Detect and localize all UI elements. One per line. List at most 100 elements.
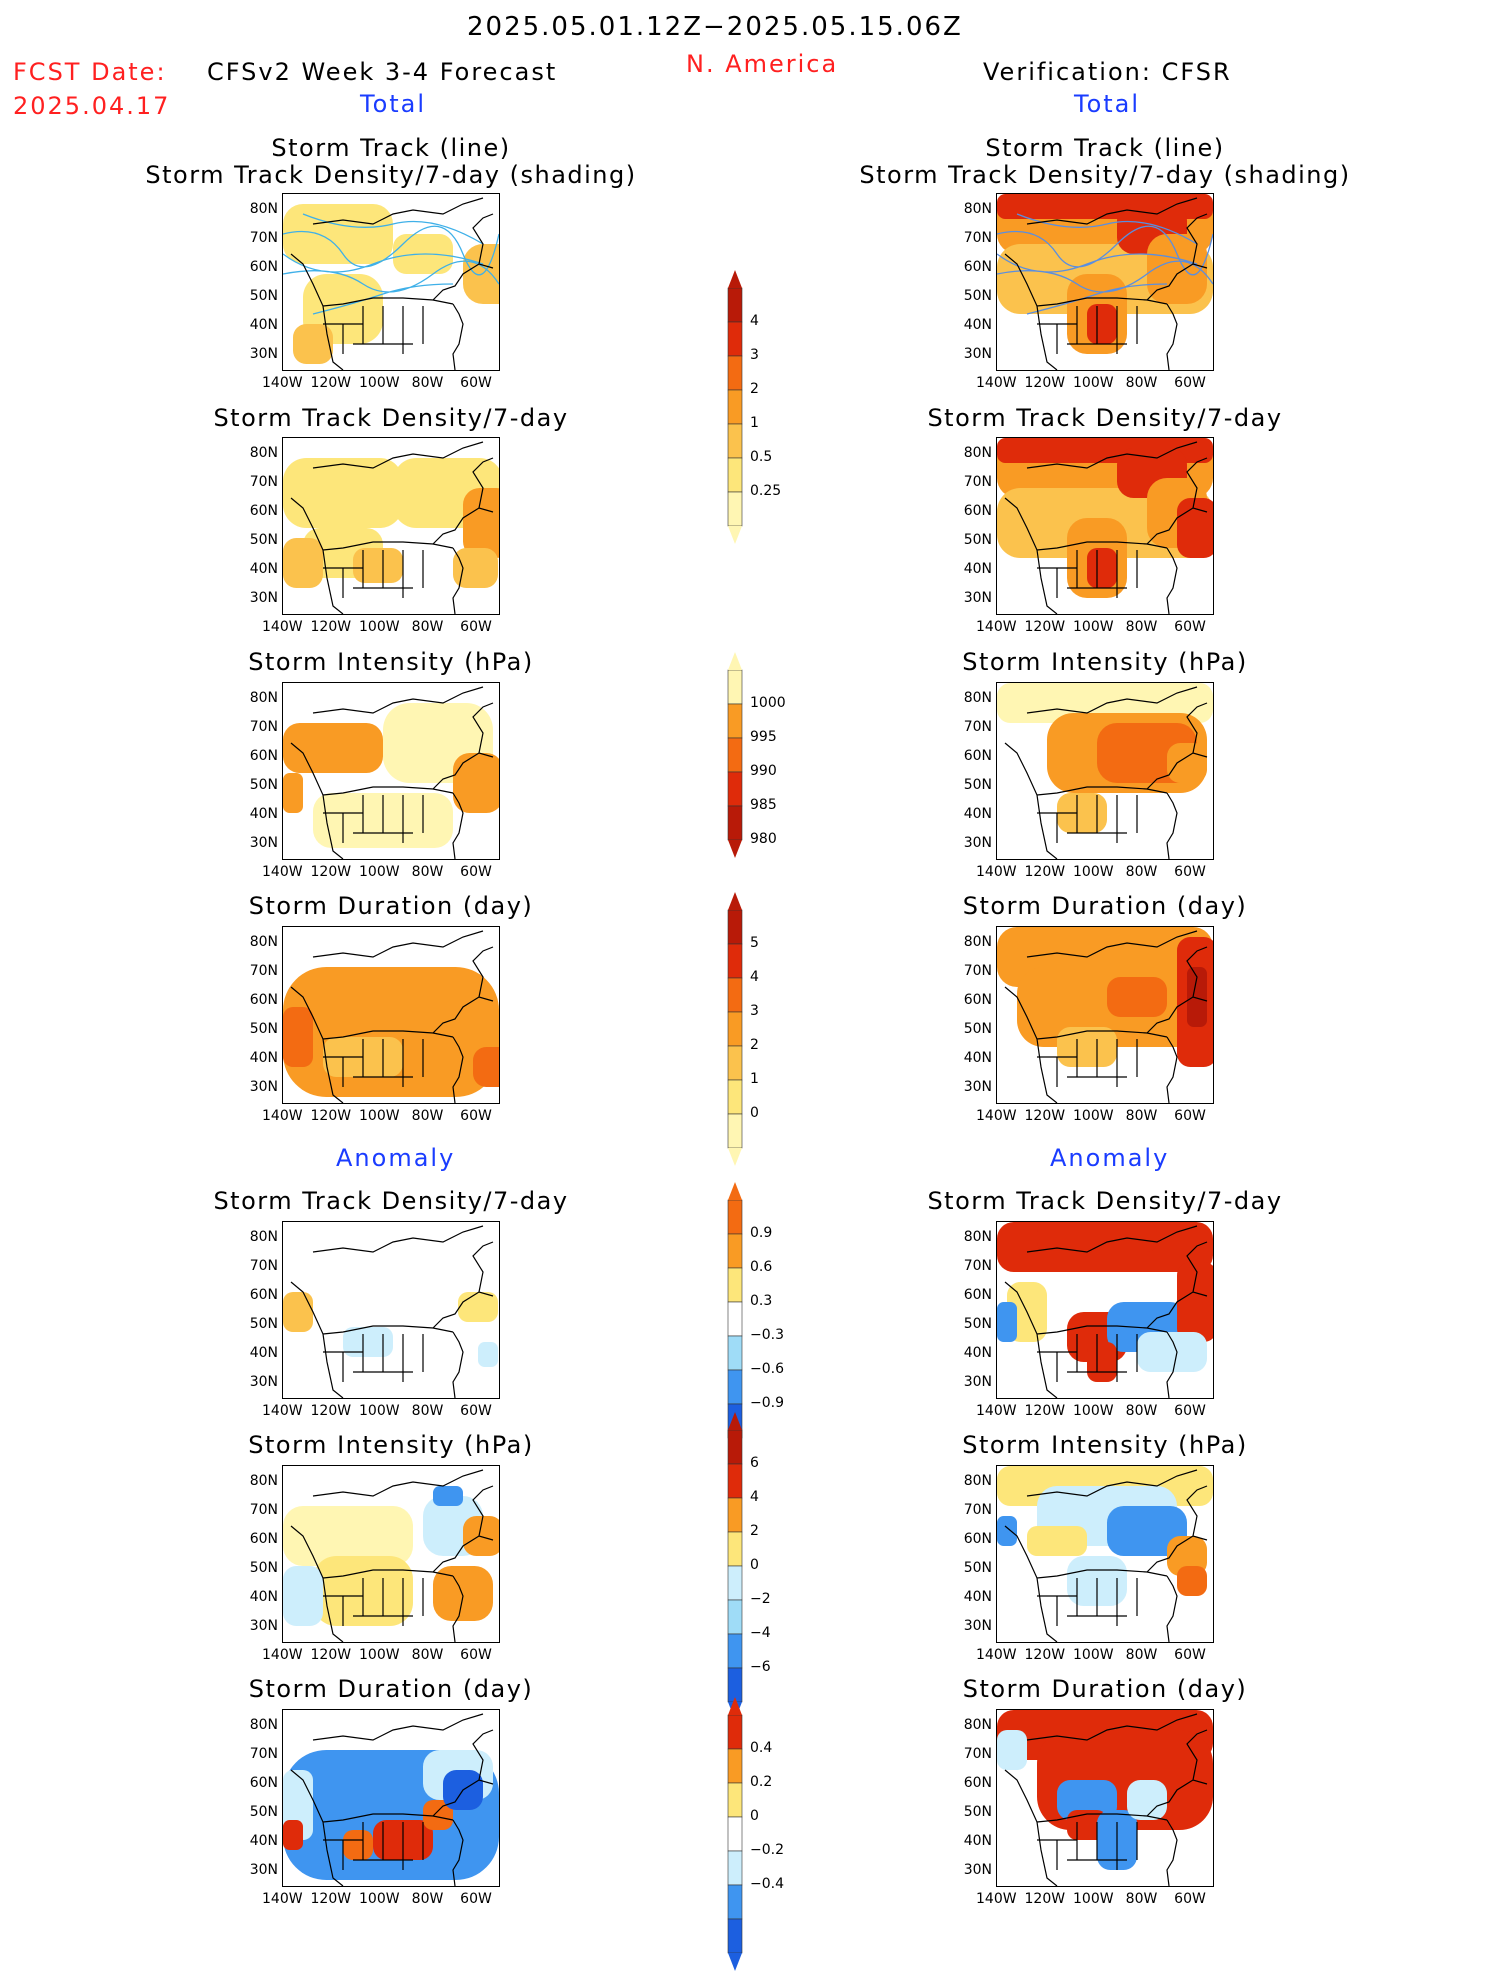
colorbar bbox=[727, 1697, 743, 1971]
lon-tick-label: 60W bbox=[460, 619, 492, 635]
lat-tick-label: 80N bbox=[963, 201, 992, 217]
lat-tick-label: 40N bbox=[963, 806, 992, 822]
colorbar-segment bbox=[727, 977, 743, 1013]
colorbar-label: −4 bbox=[750, 1625, 771, 1641]
lat-tick-label: 80N bbox=[963, 1229, 992, 1245]
lat-tick-label: 60N bbox=[249, 992, 278, 1008]
colorbar-segment bbox=[727, 423, 743, 459]
colorbar-label: 1000 bbox=[750, 695, 786, 711]
colorbar-segment bbox=[727, 1531, 743, 1567]
colorbar bbox=[727, 270, 743, 544]
map-panel bbox=[996, 926, 1214, 1104]
lat-tick-label: 70N bbox=[963, 719, 992, 735]
lon-tick-label: 120W bbox=[1024, 1108, 1066, 1124]
coastline bbox=[290, 930, 494, 1103]
lat-tick-label: 60N bbox=[249, 748, 278, 764]
lat-tick-label: 70N bbox=[249, 1258, 278, 1274]
lat-tick-label: 60N bbox=[249, 259, 278, 275]
colorbar-label: 0.3 bbox=[750, 1293, 773, 1309]
shaded-region bbox=[997, 1730, 1027, 1770]
lat-tick-label: 40N bbox=[249, 1833, 278, 1849]
shaded-region bbox=[1177, 498, 1213, 558]
colorbar-segment bbox=[727, 321, 743, 357]
lon-tick-label: 100W bbox=[359, 1403, 400, 1419]
lat-tick-label: 60N bbox=[963, 503, 992, 519]
lat-tick-label: 30N bbox=[249, 1862, 278, 1878]
lon-tick-label: 100W bbox=[1073, 864, 1114, 880]
lat-tick-label: 60N bbox=[963, 259, 992, 275]
shaded-region bbox=[283, 458, 403, 528]
lat-tick-label: 50N bbox=[249, 1316, 278, 1332]
coastline bbox=[290, 197, 494, 370]
lon-tick-label: 80W bbox=[411, 375, 444, 391]
lat-tick-label: 70N bbox=[249, 963, 278, 979]
shaded-region bbox=[283, 1506, 413, 1566]
lon-tick-label: 80W bbox=[411, 1891, 444, 1907]
lon-tick-label: 80W bbox=[411, 1647, 444, 1663]
lat-tick-label: 30N bbox=[249, 590, 278, 606]
shaded-region bbox=[433, 1566, 493, 1621]
lat-tick-label: 50N bbox=[249, 1560, 278, 1576]
lat-tick-label: 60N bbox=[963, 1531, 992, 1547]
verification-title: Verification: CFSR bbox=[983, 58, 1232, 86]
coastline bbox=[1004, 197, 1208, 370]
lat-tick-label: 80N bbox=[963, 934, 992, 950]
lon-tick-label: 60W bbox=[1174, 1108, 1206, 1124]
map-field bbox=[283, 441, 499, 614]
lat-tick-label: 70N bbox=[963, 474, 992, 490]
colorbar-label: 3 bbox=[750, 1003, 759, 1019]
lon-tick-label: 80W bbox=[1125, 1891, 1158, 1907]
colorbar-segment bbox=[727, 355, 743, 391]
colorbar-segment bbox=[727, 1599, 743, 1635]
colorbar-label: −2 bbox=[750, 1591, 771, 1607]
lon-tick-label: 60W bbox=[1174, 1403, 1206, 1419]
colorbar-top-triangle bbox=[728, 892, 742, 910]
lat-tick-label: 60N bbox=[963, 1775, 992, 1791]
map-field bbox=[997, 1710, 1213, 1886]
shaded-region bbox=[1057, 1780, 1117, 1820]
panel-title: Storm Track (line) bbox=[271, 134, 511, 162]
lon-tick-label: 60W bbox=[460, 864, 492, 880]
shaded-region bbox=[1037, 1222, 1157, 1252]
lon-tick-label: 100W bbox=[1073, 375, 1114, 391]
lon-tick-label: 140W bbox=[976, 619, 1017, 635]
map-panel bbox=[996, 1709, 1214, 1887]
map-field bbox=[283, 930, 499, 1103]
shaded-region bbox=[343, 1830, 373, 1860]
lon-tick-label: 60W bbox=[1174, 1647, 1206, 1663]
lat-tick-label: 40N bbox=[249, 317, 278, 333]
colorbar-label: 995 bbox=[750, 729, 777, 745]
lon-tick-label: 120W bbox=[1024, 1403, 1066, 1419]
lon-tick-label: 100W bbox=[1073, 1891, 1114, 1907]
lat-tick-label: 80N bbox=[963, 1717, 992, 1733]
colorbar-segment bbox=[727, 1463, 743, 1499]
lon-tick-label: 140W bbox=[262, 619, 303, 635]
lon-tick-label: 60W bbox=[1174, 375, 1206, 391]
lat-tick-label: 70N bbox=[963, 1258, 992, 1274]
lat-tick-label: 60N bbox=[249, 1287, 278, 1303]
shaded-region bbox=[283, 723, 383, 773]
lat-tick-label: 60N bbox=[963, 1287, 992, 1303]
lat-tick-label: 30N bbox=[963, 1618, 992, 1634]
lat-tick-label: 40N bbox=[963, 561, 992, 577]
lon-tick-label: 120W bbox=[1024, 375, 1066, 391]
lat-tick-label: 50N bbox=[963, 777, 992, 793]
lon-tick-label: 100W bbox=[359, 1891, 400, 1907]
lat-tick-label: 70N bbox=[249, 719, 278, 735]
shaded-region bbox=[1087, 304, 1117, 344]
shaded-region bbox=[1107, 1506, 1187, 1556]
colorbar-label: 1 bbox=[750, 415, 759, 431]
lon-tick-label: 140W bbox=[262, 1403, 303, 1419]
shaded-region bbox=[293, 324, 333, 364]
lat-tick-label: 50N bbox=[963, 532, 992, 548]
colorbar-segment bbox=[727, 491, 743, 527]
colorbar-segment bbox=[727, 1565, 743, 1601]
lat-tick-label: 80N bbox=[249, 1473, 278, 1489]
shaded-region bbox=[1177, 1262, 1213, 1342]
lat-tick-label: 80N bbox=[249, 445, 278, 461]
lat-tick-label: 50N bbox=[249, 288, 278, 304]
map-field bbox=[997, 683, 1213, 859]
colorbar-segment bbox=[727, 703, 743, 739]
map-field bbox=[283, 197, 499, 370]
colorbar-segment bbox=[727, 669, 743, 705]
